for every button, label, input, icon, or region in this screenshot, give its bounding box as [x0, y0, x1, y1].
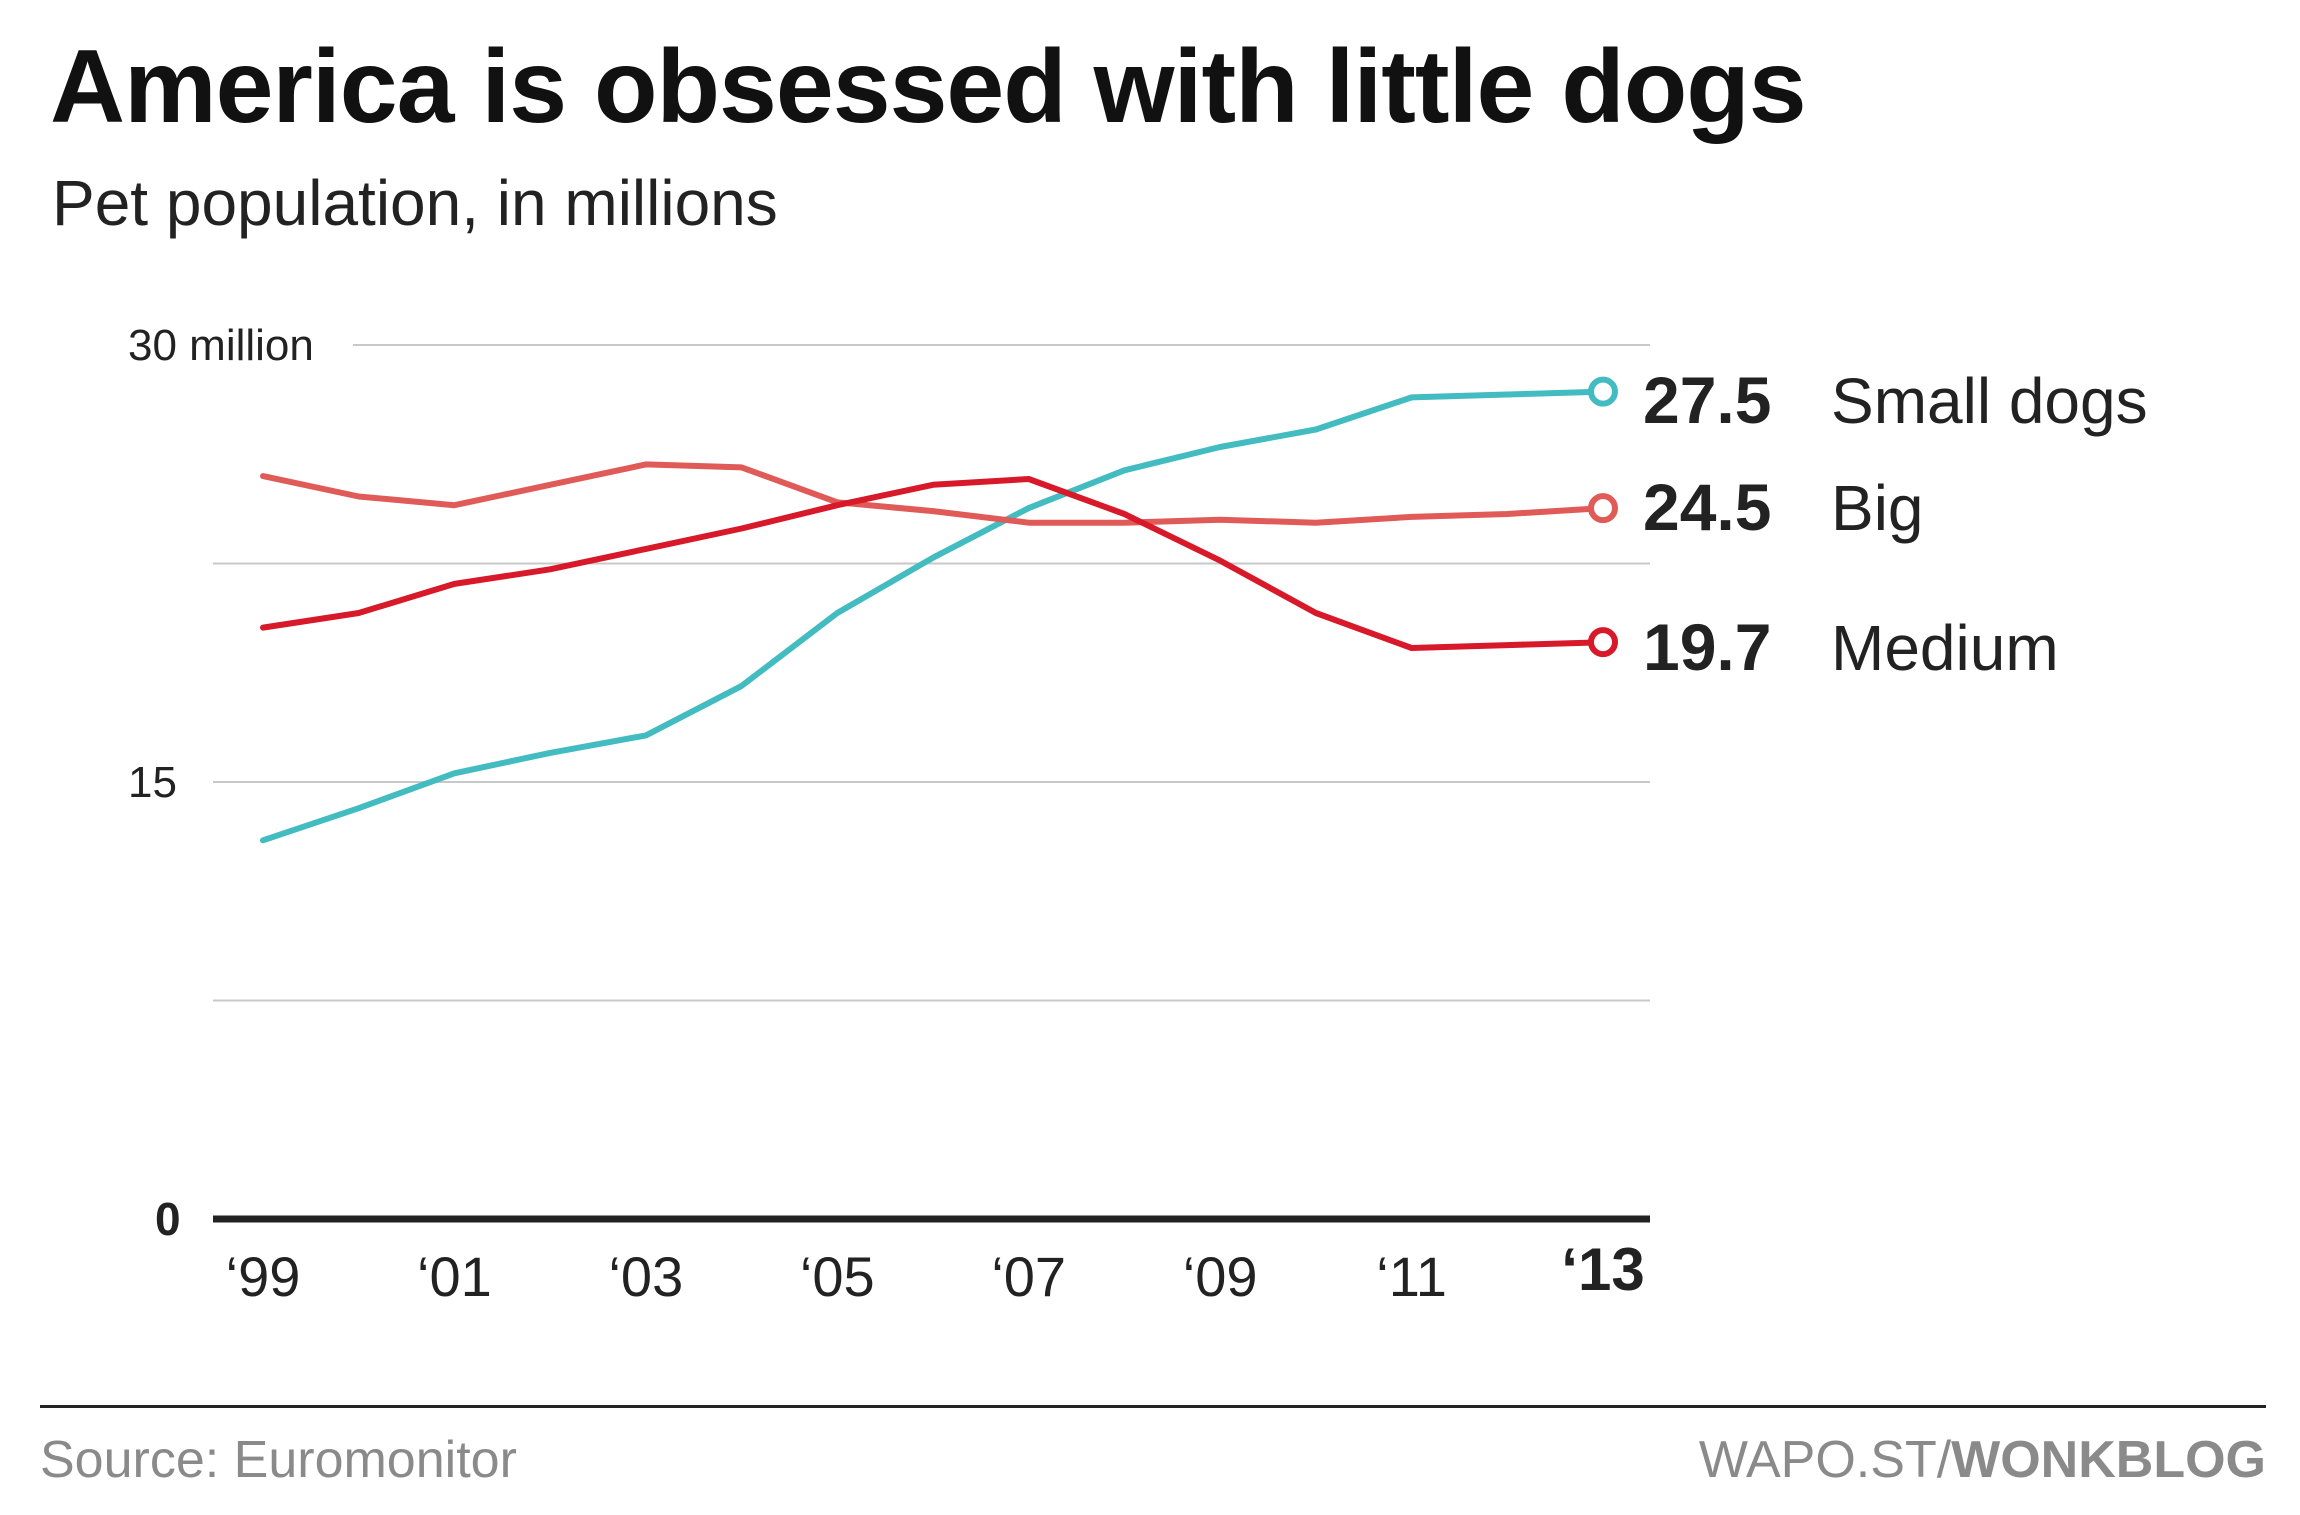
x-tick-label: ‘03: [608, 1245, 683, 1308]
series-line-small: [260, 388, 1606, 844]
credit-prefix: WAPO.ST/: [1698, 1431, 1952, 1489]
end-marker-medium: [1588, 627, 1618, 658]
x-axis-labels: ‘99 ‘01 ‘03 ‘05 ‘07 ‘09 ‘11 ‘13: [226, 1236, 1645, 1308]
x-tick-label: ‘99: [226, 1245, 301, 1308]
x-tick-label: ‘07: [991, 1245, 1066, 1308]
series-name-big: Big: [1831, 472, 1924, 544]
series-name-medium: Medium: [1831, 612, 2059, 684]
x-tick-label: ‘09: [1183, 1245, 1258, 1308]
y-tick-label: 15: [128, 758, 177, 807]
line-chart: 30 million 15 0 ‘99 ‘01 ‘03 ‘05 ‘07 ‘09 ‘11 ‘13 2…: [128, 321, 2148, 1308]
end-marker-small: [1588, 376, 1618, 407]
end-value-small: 27.5: [1643, 363, 1771, 437]
x-tick-label: ‘01: [417, 1245, 492, 1308]
end-value-medium: 19.7: [1643, 610, 1771, 684]
source-note: Source: Euromonitor: [40, 1431, 517, 1489]
series-line-medium: [260, 476, 1606, 651]
gridlines: [213, 344, 1650, 1002]
footer-divider: [40, 1405, 2266, 1408]
series-end-markers: [1588, 376, 1618, 658]
end-value-big: 24.5: [1643, 470, 1771, 544]
x-tick-label: ‘05: [800, 1245, 875, 1308]
series-name-small: Small dogs: [1831, 365, 2148, 437]
series-lines: [260, 388, 1606, 844]
chart-subtitle: Pet population, in millions: [52, 167, 778, 239]
y-axis-labels: 30 million 15 0: [128, 321, 314, 1245]
y-tick-label: 30 million: [128, 321, 314, 370]
credit-link[interactable]: WAPO.ST/WONKBLOG: [1698, 1431, 2266, 1489]
series-line-big: [260, 461, 1606, 526]
x-tick-label: ‘13: [1561, 1236, 1644, 1303]
credit-brand: WONKBLOG: [1951, 1431, 2266, 1489]
x-tick-label: ‘11: [1376, 1245, 1447, 1308]
y-tick-label: 0: [155, 1193, 181, 1245]
chart-title: America is obsessed with little dogs: [50, 29, 1807, 145]
series-end-labels: 27.5 Small dogs 24.5 Big 19.7 Medium: [1643, 363, 2148, 684]
end-marker-big: [1588, 493, 1618, 524]
